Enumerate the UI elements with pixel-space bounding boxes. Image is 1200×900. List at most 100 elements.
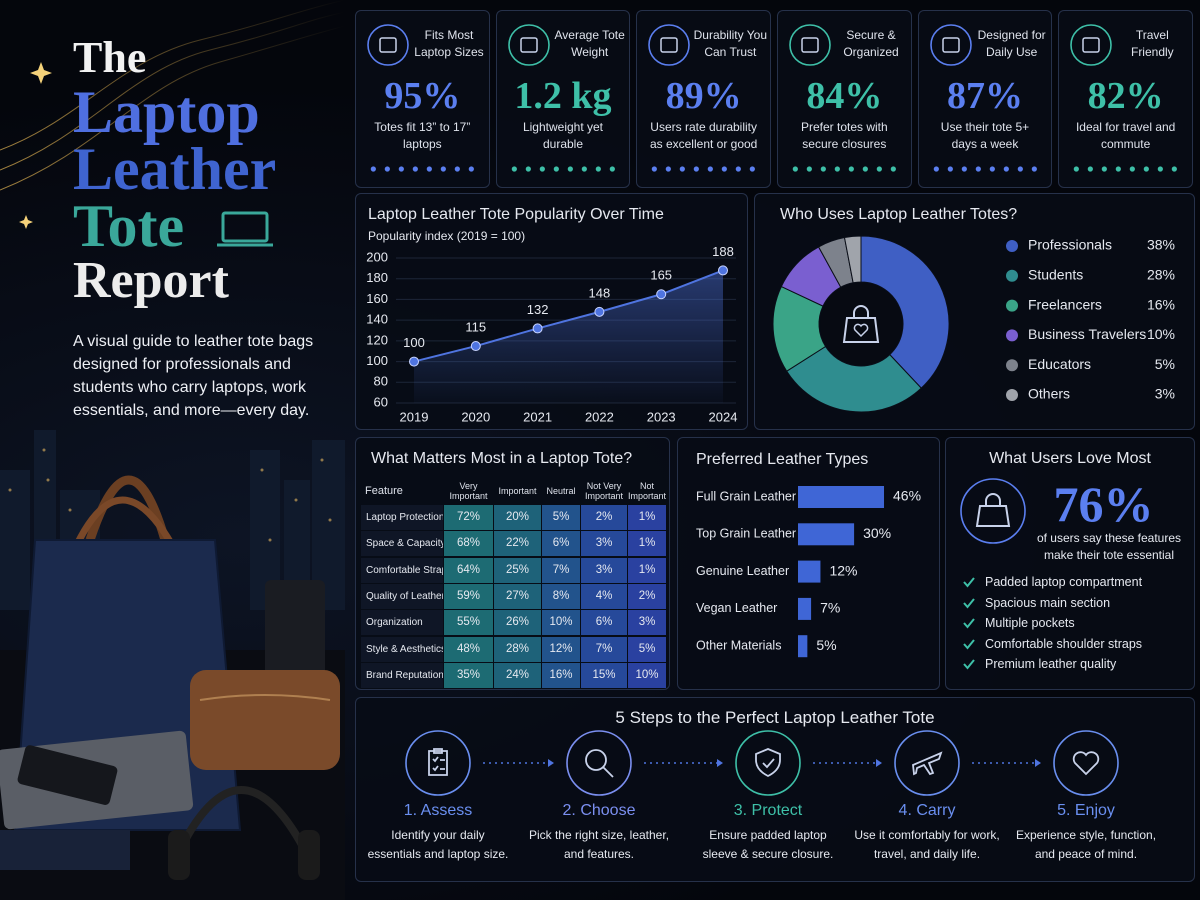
bag-icon	[842, 305, 880, 343]
dot	[680, 166, 686, 172]
legend-swatch	[1006, 240, 1018, 252]
dot	[806, 166, 812, 172]
dot	[890, 166, 896, 172]
dot	[1144, 166, 1150, 172]
stat-caption: Ideal for travel and commute	[1075, 120, 1176, 151]
stat-value: 84%	[806, 75, 883, 117]
stat-card: Durability You Can Trust 89% Users rate du…	[636, 10, 771, 188]
legend-swatch	[1006, 269, 1018, 282]
legend-value: 28%	[1147, 267, 1175, 283]
table-cell: 1%	[628, 531, 666, 557]
dot	[820, 166, 826, 172]
step-text: Use it comfortably for work, travel, and…	[854, 828, 1000, 861]
data-label: 115	[465, 319, 486, 334]
table-cell: 35%	[444, 662, 493, 688]
steps-panel: 5 Steps to the Perfect Laptop Leather To…	[355, 697, 1195, 882]
step-text: Pick the right size, leather, and featur…	[528, 828, 670, 861]
chart-title: Preferred Leather Types	[696, 451, 868, 468]
table-cell: Comfortable Straps	[361, 557, 443, 583]
bar	[798, 523, 855, 546]
stat-card: Travel Friendly 82% Ideal for travel and c…	[1058, 10, 1193, 188]
line-area	[414, 270, 723, 403]
dot	[947, 166, 953, 172]
legend-value: 10%	[1147, 326, 1175, 342]
legend-label: Professionals	[1028, 237, 1112, 253]
step-title: 4. Carry	[898, 802, 956, 819]
table-cell: 26%	[494, 610, 541, 636]
description: A visual guide to leather tote bags desi…	[73, 333, 314, 419]
love-item: Spacious main section	[985, 595, 1111, 610]
stat-label: Average Tote Weight	[554, 28, 625, 59]
icon-glyph	[801, 37, 819, 53]
table-cell: 55%	[444, 610, 493, 636]
table-cell: 68%	[444, 531, 493, 557]
bar-category: Vegan Leather	[696, 601, 777, 615]
dot	[989, 166, 995, 172]
stat-caption: Users rate durability as excellent or go…	[649, 120, 758, 151]
table-cell: 59%	[444, 583, 493, 609]
stat-label: Fits Most Laptop Sizes	[414, 28, 484, 59]
table-header: Very Important	[449, 481, 488, 501]
stat-icon	[929, 24, 972, 66]
stat-value: 95%	[384, 75, 461, 117]
y-tick-label: 140	[366, 312, 388, 327]
stat-card: Designed for Daily Use 87% Use their tote …	[917, 10, 1053, 188]
decor-left	[0, 0, 345, 900]
step-title: 1. Assess	[403, 802, 473, 819]
dot	[933, 166, 939, 172]
bar-category: Other Materials	[696, 638, 781, 652]
dot	[609, 166, 615, 172]
stat-icon	[1070, 24, 1113, 66]
donut-panel: Who Uses Laptop Leather Totes? Profession…	[754, 193, 1195, 430]
dot	[1130, 166, 1136, 172]
table-cell: 12%	[542, 636, 580, 662]
icon-glyph	[660, 37, 679, 53]
line-panel: Laptop Leather Tote Popularity Over Time…	[355, 193, 748, 430]
donut-slice	[786, 345, 922, 413]
step-ring	[405, 730, 471, 796]
check-icon	[963, 659, 975, 670]
table-cell: Style & Aesthetics	[361, 636, 443, 662]
title-line: Leather	[73, 136, 277, 202]
check	[963, 577, 975, 588]
dot	[652, 166, 658, 172]
table-cell: 10%	[628, 662, 666, 688]
arrow-head	[876, 759, 882, 767]
dot	[1003, 166, 1009, 172]
stat-dots	[792, 166, 896, 172]
table-cell: 24%	[494, 662, 541, 688]
icon-ring	[507, 24, 550, 66]
step-text: Identify your daily essentials and lapto…	[367, 828, 509, 861]
table-cell: 20%	[494, 505, 541, 530]
icon-ring	[960, 478, 1026, 544]
table-cell: 3%	[581, 557, 627, 583]
dot	[370, 166, 376, 172]
step-text: Experience style, function, and peace of…	[1015, 828, 1157, 861]
dot	[750, 166, 756, 172]
stat-value: 82%	[1087, 75, 1164, 117]
laptop-screen	[221, 211, 269, 243]
bar-category: Top Grain Leather	[696, 527, 796, 541]
check	[963, 618, 975, 629]
donut-slice	[843, 235, 862, 284]
stat-value: 1.2 kg	[514, 75, 612, 117]
bar-value-label: 5%	[816, 637, 836, 653]
table-cell: 27%	[494, 583, 541, 609]
bar-panel-canvas: Preferred Leather Types Full Grain Leathe…	[696, 451, 921, 658]
x-tick-label: 2023	[647, 409, 676, 424]
chart-title: Laptop Leather Tote Popularity Over Time	[368, 206, 664, 223]
icon-glyph	[941, 37, 960, 53]
table-title: What Matters Most in a Laptop Tote?	[371, 450, 633, 467]
arrow-head	[1035, 759, 1041, 767]
check	[963, 597, 975, 609]
legend-swatch	[1006, 299, 1018, 312]
table-cell: Quality of Leather	[361, 583, 443, 609]
table-cell: 64%	[444, 557, 493, 583]
table-cell: 8%	[542, 583, 580, 609]
donut-hole	[820, 283, 902, 365]
table-cell: 28%	[494, 636, 541, 662]
y-tick-label: 60	[374, 394, 388, 409]
check	[963, 638, 975, 650]
donut-slice	[860, 235, 950, 389]
stat-dots	[511, 166, 615, 172]
